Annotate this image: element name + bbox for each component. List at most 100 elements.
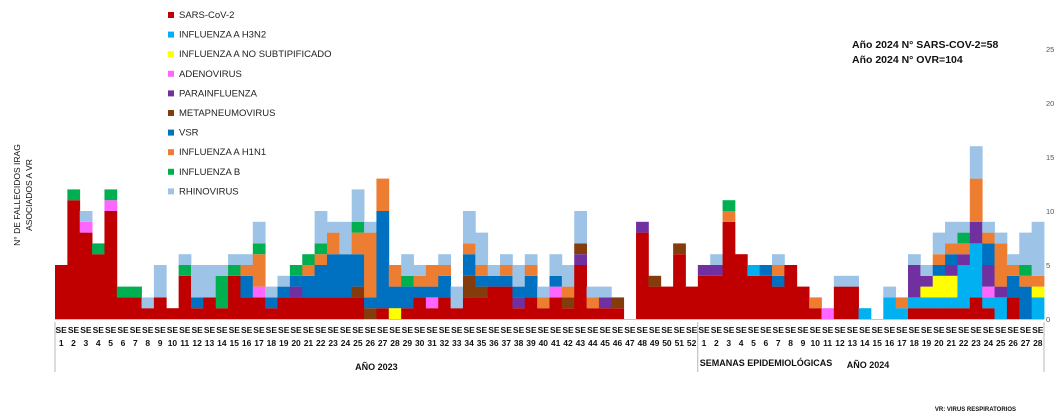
y-tick-label: 25 [1046,45,1054,54]
bar-segment [932,275,946,298]
y-tick-label: 5 [1046,261,1050,270]
bar-segment [240,275,254,298]
bar-segment [401,254,414,276]
bar-segment [425,297,439,309]
x-tick-label: 14 [860,338,870,348]
x-tick-prefix: SE [698,325,710,335]
x-tick-prefix: SE [871,325,883,335]
bar-segment [945,297,958,309]
bar-segment [376,211,390,309]
legend-label: INFLUENZA A H3N2 [179,30,266,41]
x-tick-label: 24 [341,338,351,348]
bar-segment [945,243,958,255]
bar-segment [190,297,204,309]
legend-label: INFLUENZA A H1N1 [179,147,266,158]
x-tick-label: 5 [751,338,756,348]
bar-segment [314,243,328,255]
bar-segment [178,265,192,276]
bar-segment [401,275,414,287]
bar-segment [401,286,414,309]
x-tick-prefix: SE [661,325,673,335]
bar-segment [957,221,971,233]
bar-segment [462,243,476,255]
x-tick-label: 2 [71,338,76,348]
bar-segment [388,286,402,309]
bar-segment [524,275,538,298]
bar-segment [215,308,229,319]
year-label-2024: AÑO 2024 [847,360,890,370]
bar-segment [376,308,390,319]
bar-segment [710,265,723,276]
bar-segment [401,308,414,319]
bar-segment [574,243,587,255]
bar-segment [994,297,1008,319]
bar-segment [302,275,316,298]
bar-segment [364,221,377,233]
x-tick-label: 7 [776,338,781,348]
x-tick-label: 13 [205,338,215,348]
bar-segment [141,308,155,319]
bar-segment [129,286,142,298]
x-tick-label: 27 [1021,338,1031,348]
x-tick-label: 43 [576,338,586,348]
x-tick-label: 39 [526,338,536,348]
x-tick-label: 42 [563,338,573,348]
x-tick-prefix: SE [463,325,475,335]
bar-segment [487,275,501,287]
x-tick-label: 15 [230,338,240,348]
x-tick-prefix: SE [983,325,995,335]
x-tick-label: 18 [909,338,919,348]
bar-segment [673,243,686,255]
x-tick-prefix: SE [167,325,179,335]
bar-segment [153,297,167,319]
x-tick-label: 37 [501,338,511,348]
x-tick-label: 20 [291,338,301,348]
y-axis-title-line-1: N° DE FALLECIDOS IRAG [12,144,22,246]
x-tick-prefix: SE [266,325,278,335]
bar-segment [697,265,711,276]
legend-label: METAPNEUMOVIRUS [179,108,275,119]
bar-segment [969,146,983,179]
x-tick-label: 9 [158,338,163,348]
bar-segment [908,254,921,265]
bar-segment [586,297,600,309]
bar-segment [969,297,983,319]
bar-segment [376,178,390,211]
bar-segment [79,221,93,233]
bar-segment [895,297,909,309]
bar-segment [487,265,501,276]
bar-segment [500,275,513,287]
bar-segment [425,265,439,287]
bar-segment [945,254,958,265]
bar-segment [314,265,328,298]
x-tick-prefix: SE [760,325,772,335]
bar-segment [586,308,600,319]
x-tick-prefix: SE [439,325,451,335]
bar-segment [413,265,427,276]
x-tick-prefix: SE [921,325,933,335]
year-label-2023: AÑO 2023 [355,362,398,372]
bar-segment [364,308,377,319]
x-tick-label: 8 [145,338,150,348]
bar-segment [920,297,934,309]
x-tick-prefix: SE [735,325,747,335]
bar-segment [92,243,105,255]
legend-label: RHINOVIRUS [179,186,239,197]
bar-segment [314,211,328,244]
x-tick-label: 3 [726,338,731,348]
bar-segment [351,254,365,287]
bar-segment [648,286,662,319]
bar-segment [957,308,971,319]
x-tick-label: 2 [714,338,719,348]
x-tick-prefix: SE [1007,325,1019,335]
x-tick-prefix: SE [68,325,80,335]
bar-segment [982,308,995,319]
bar-segment [289,265,303,276]
y-tick-label: 20 [1046,99,1054,108]
x-tick-prefix: SE [946,325,958,335]
x-tick-label: 41 [551,338,561,348]
x-tick-prefix: SE [216,325,228,335]
x-tick-prefix: SE [501,325,513,335]
x-tick-label: 1 [702,338,707,348]
